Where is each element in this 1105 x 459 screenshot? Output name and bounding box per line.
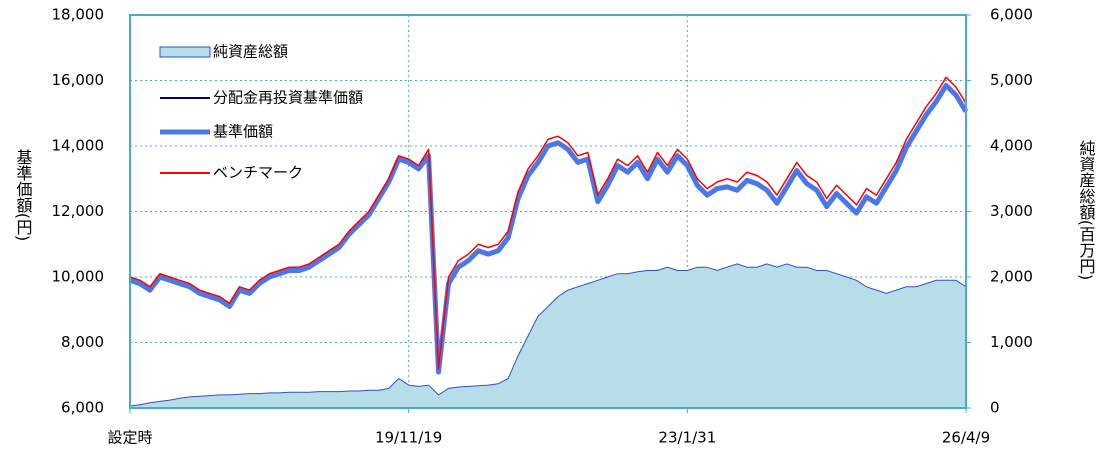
plot-frame — [129, 14, 967, 409]
line — [129, 76, 967, 370]
x-tick-label: 23/1/31 — [658, 429, 716, 447]
x-tick-label: 26/4/9 — [942, 429, 990, 447]
y2-tick-label: 6,000 — [990, 6, 1033, 24]
y2-tick-label: 0 — [990, 399, 1000, 417]
y-tick-label: 10,000 — [52, 268, 105, 286]
x-tick-label: 19/11/19 — [375, 429, 442, 447]
y-tick-label: 18,000 — [52, 6, 105, 24]
y-tick-label: 6,000 — [61, 399, 104, 417]
x-tick-label: 設定時 — [107, 429, 152, 447]
legend-label: 分配金再投資基準価額 — [213, 89, 363, 107]
y-axis-title: 基準価額(円) — [14, 149, 33, 241]
area-fill — [130, 263, 966, 408]
y2-axis-title: 純資産総額(百万円) — [1077, 140, 1096, 280]
y-tick-label: 16,000 — [52, 71, 105, 89]
legend-label: 純資産総額 — [213, 43, 288, 61]
legend-label: ベンチマーク — [213, 164, 303, 182]
area-line — [129, 263, 967, 407]
y2-tick-label: 2,000 — [990, 268, 1033, 286]
legend-swatch — [159, 46, 211, 58]
y2-tick-label: 5,000 — [990, 71, 1033, 89]
y-tick-label: 12,000 — [52, 202, 105, 220]
y-tick-label: 8,000 — [61, 333, 104, 351]
legend-label: 基準価額 — [213, 123, 273, 141]
y2-tick-label: 1,000 — [990, 333, 1033, 351]
y2-tick-label: 3,000 — [990, 202, 1033, 220]
y-tick-label: 14,000 — [52, 137, 105, 155]
line — [129, 82, 969, 375]
y2-tick-label: 4,000 — [990, 137, 1033, 155]
